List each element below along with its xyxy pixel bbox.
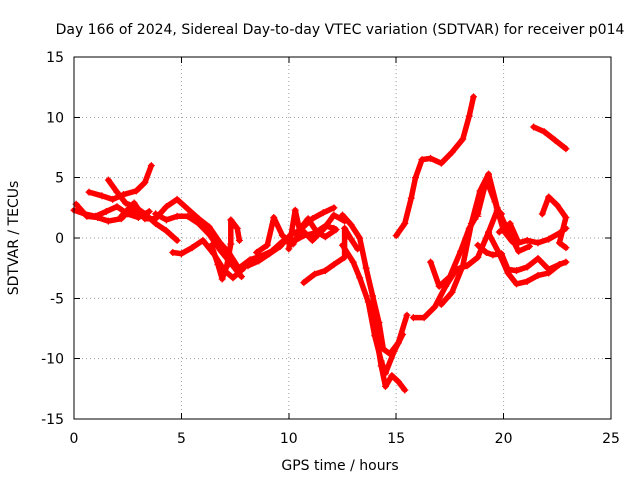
y-tick-label: 0: [55, 231, 64, 247]
data-series-trace: [530, 124, 569, 152]
x-tick-label: 15: [387, 431, 405, 447]
y-tick-label: -5: [50, 291, 64, 307]
y-tick-label: -15: [41, 412, 64, 428]
data-series-trace: [438, 171, 533, 308]
data-series: [392, 93, 478, 240]
data-series: [485, 229, 563, 288]
data-series: [85, 162, 155, 203]
data-series-trace: [539, 194, 569, 251]
data-series: [495, 220, 570, 247]
y-tick-label: 15: [46, 50, 64, 66]
data-series-trace: [208, 217, 243, 282]
data-series: [530, 123, 570, 153]
data-series-trace: [496, 220, 569, 246]
x-axis-ticks: 0 5 10 15 20 25: [70, 57, 620, 447]
y-tick-label: -10: [41, 352, 64, 368]
data-series: [285, 206, 340, 253]
y-axis-label: SDTVAR / TECUs: [6, 181, 22, 296]
data-series-trace: [170, 237, 247, 281]
chart-title: Day 166 of 2024, Sidereal Day-to-day VTE…: [56, 22, 625, 38]
data-series-trace: [245, 212, 348, 269]
data-series-trace: [118, 196, 243, 273]
data-series: [474, 212, 482, 220]
y-axis-ticks: -15 -10 -5 0 5 10 15: [41, 50, 611, 428]
data-series-layer: [70, 93, 570, 394]
x-tick-label: 5: [177, 431, 186, 447]
data-series: [366, 299, 409, 394]
data-series: [207, 216, 243, 283]
x-tick-label: 25: [602, 431, 620, 447]
data-series: [437, 170, 533, 308]
y-tick-label: 5: [55, 171, 64, 187]
data-series: [538, 193, 570, 252]
x-tick-label: 20: [495, 431, 513, 447]
x-tick-label: 0: [70, 431, 79, 447]
x-axis-label: GPS time / hours: [281, 458, 398, 474]
data-series: [300, 224, 362, 287]
x-tick-label: 10: [280, 431, 298, 447]
data-series: [117, 195, 243, 273]
y-tick-label: 10: [46, 110, 64, 126]
